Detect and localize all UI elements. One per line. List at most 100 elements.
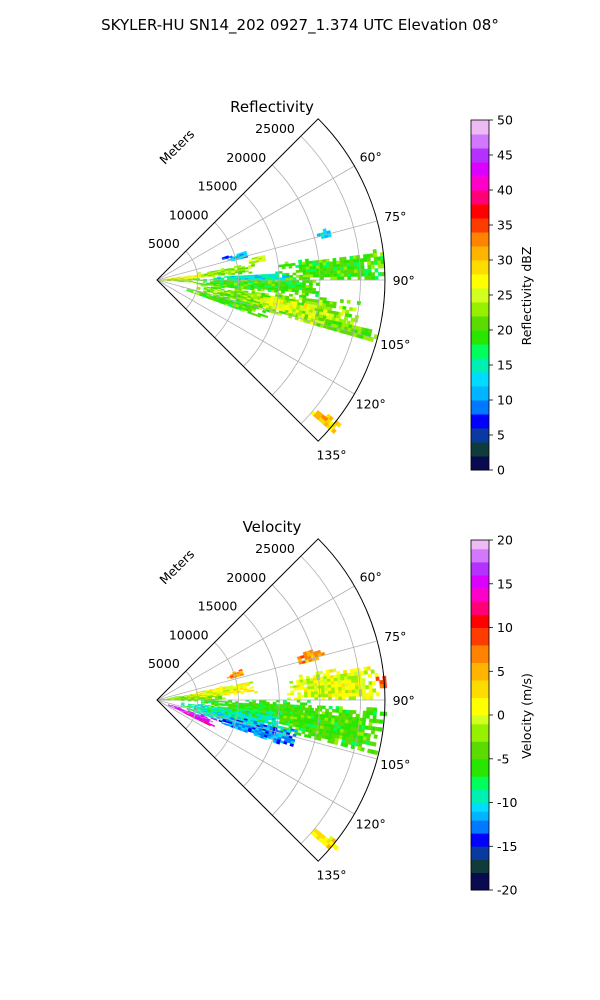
reflectivity-echo-cell — [350, 266, 355, 270]
reflectivity-echo-cell — [257, 288, 262, 292]
velocity-echo-cell — [369, 696, 373, 701]
velocity-echo-cell — [327, 717, 332, 722]
velocity-echo-cell — [341, 693, 346, 697]
reflectivity-echo-cell — [340, 266, 345, 271]
reflectivity-echo-cell — [367, 268, 372, 273]
velocity-echo-cell — [226, 676, 231, 679]
reflectivity-echo-cell — [315, 293, 320, 298]
reflectivity-echo-cell — [295, 287, 299, 291]
reflectivity-echo-cell — [274, 281, 279, 285]
reflectivity-echo-cell — [339, 299, 344, 304]
reflectivity-echo-cell — [192, 281, 197, 283]
reflectivity-echo-cell — [271, 273, 276, 277]
velocity-echo-cell — [340, 676, 345, 681]
reflectivity-echo-cell — [301, 261, 306, 265]
velocity-echo-cell — [322, 673, 327, 677]
velocity-echo-cell — [181, 702, 185, 704]
reflectivity-echo-cell — [366, 257, 371, 262]
reflectivity-echo-cell — [359, 258, 365, 263]
reflectivity-echo-cell — [306, 271, 310, 275]
reflectivity-echo-cell — [377, 264, 382, 269]
velocity-echo-cell — [343, 726, 348, 731]
reflectivity-echo-cell — [244, 282, 248, 285]
velocity-echo-cell — [303, 689, 308, 693]
reflectivity-echo-cell — [202, 282, 207, 284]
reflectivity-echo-cell — [312, 263, 317, 267]
velocity-echo-cell — [224, 723, 229, 726]
reflectivity-echo-cell — [238, 272, 243, 275]
velocity-echo-cell — [331, 690, 336, 695]
velocity-echo-cell — [231, 709, 236, 712]
reflectivity-echo-cell — [271, 285, 276, 289]
reflectivity-echo-cell — [187, 275, 192, 277]
velocity-colorbar-tick-label: 0 — [497, 708, 505, 723]
velocity-echo-cell — [321, 691, 325, 695]
velocity-colorbar-swatch — [471, 540, 489, 550]
velocity-echo-cell — [282, 722, 287, 726]
reflectivity-echo-cell — [376, 256, 382, 261]
velocity-echo-cell — [254, 691, 258, 694]
velocity-echo-cell — [354, 678, 359, 683]
velocity-echo-cell — [373, 750, 379, 756]
velocity-echo-cell — [294, 707, 299, 711]
velocity-angular-tick-label: 90° — [393, 693, 415, 708]
velocity-echo-cell — [340, 722, 345, 727]
reflectivity-echo-cell — [353, 265, 358, 270]
velocity-echo-cell — [246, 683, 251, 686]
reflectivity-echo-cell — [374, 275, 379, 281]
reflectivity-echo-cell — [323, 267, 327, 272]
reflectivity-echo-cell — [326, 267, 331, 272]
reflectivity-radial-tick-label: 10000 — [169, 207, 209, 222]
reflectivity-echo-cell — [336, 263, 341, 268]
velocity-colorbar-swatch — [471, 680, 489, 698]
velocity-echo-cell — [293, 729, 298, 733]
velocity-echo-cell — [355, 713, 360, 718]
velocity-echo-cell — [327, 720, 332, 725]
velocity-echo-cell — [330, 678, 335, 682]
velocity-echo-cell — [328, 696, 332, 701]
velocity-colorbar-swatch — [471, 588, 489, 602]
reflectivity-echo-cell — [267, 285, 272, 289]
velocity-echo-cell — [344, 679, 349, 684]
velocity-plot-title: Velocity — [243, 518, 302, 536]
reflectivity-echo-cell — [322, 262, 327, 266]
velocity-echo-cell — [191, 704, 195, 706]
reflectivity-angular-gridline — [156, 279, 355, 395]
velocity-echo-cell — [375, 676, 380, 681]
reflectivity-echo-cell — [367, 276, 372, 281]
velocity-echo-cell — [314, 713, 319, 718]
reflectivity-echo-cell — [285, 282, 289, 285]
reflectivity-echo-cell — [304, 292, 309, 297]
velocity-echo-cell — [361, 678, 366, 683]
velocity-colorbar-swatch — [471, 776, 489, 790]
velocity-echo-cell — [304, 712, 309, 716]
reflectivity-echo-cell — [302, 266, 307, 270]
reflectivity-echo-cell — [180, 281, 185, 283]
reflectivity-echo-cell — [326, 264, 331, 269]
velocity-echo-cell — [321, 693, 326, 698]
velocity-echo-cell — [310, 691, 315, 695]
velocity-colorbar-swatch — [471, 614, 489, 628]
velocity-echo-cell — [339, 706, 343, 710]
velocity-echo-cell — [297, 732, 302, 737]
velocity-echo-cell — [351, 692, 356, 697]
velocity-echo-cell — [334, 687, 339, 691]
velocity-colorbar-tick-label: 20 — [497, 533, 513, 548]
velocity-echo-cell — [265, 711, 270, 714]
velocity-echo-cell — [363, 666, 368, 672]
velocity-echo-cell — [167, 704, 172, 707]
reflectivity-colorbar-swatch — [471, 428, 489, 443]
velocity-colorbar-tick-label: -5 — [497, 751, 509, 766]
reflectivity-echo-cell — [260, 288, 265, 292]
velocity-echo-cell — [314, 697, 319, 701]
reflectivity-echo-cell — [330, 276, 335, 281]
velocity-echo-cell — [306, 699, 311, 703]
velocity-echo-cell — [361, 681, 366, 686]
reflectivity-colorbar-tick-label: 30 — [497, 253, 513, 268]
velocity-echo-cell — [366, 736, 371, 742]
reflectivity-echo-cell — [268, 281, 272, 285]
reflectivity-colorbar-tick-label: 10 — [497, 393, 513, 408]
reflectivity-echo-cell — [261, 283, 265, 286]
reflectivity-echo-cell — [322, 265, 327, 269]
velocity-echo-cell — [187, 700, 192, 702]
